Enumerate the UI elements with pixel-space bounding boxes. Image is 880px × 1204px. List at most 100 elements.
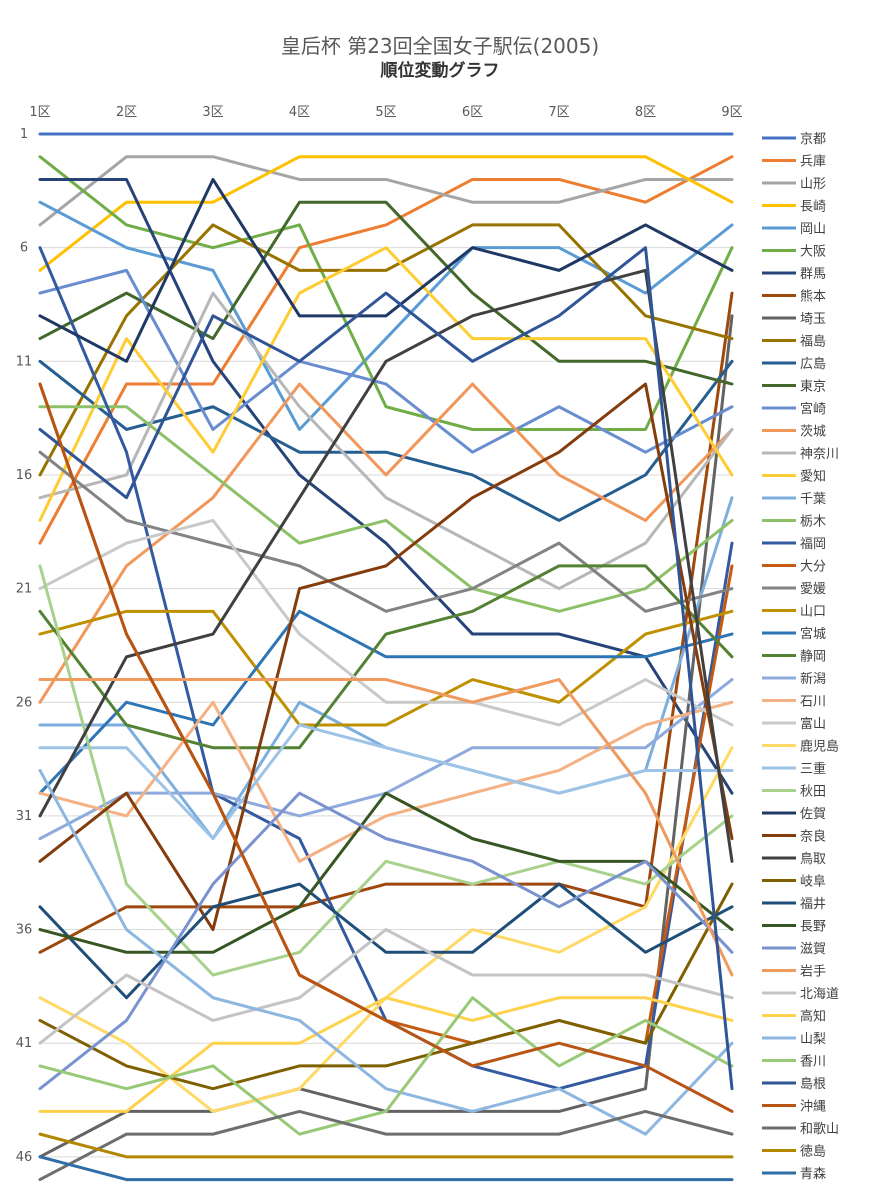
legend-label-18: 福岡 xyxy=(800,537,826,552)
chart-subtitle: 順位変動グラフ xyxy=(380,61,500,81)
legend-label-5: 大阪 xyxy=(800,245,826,260)
series-line-32 xyxy=(38,268,734,863)
legend-label-26: 富山 xyxy=(800,716,826,732)
series-line-37 xyxy=(38,678,734,977)
series-line-43 xyxy=(38,382,734,1113)
x-tick-label-5: 6区 xyxy=(462,105,483,120)
legend-label-15: 愛知 xyxy=(800,469,826,485)
y-tick-label-1: 6 xyxy=(20,241,28,256)
series-line-30 xyxy=(38,177,734,363)
y-tick-label-9: 46 xyxy=(16,1150,33,1165)
y-tick-label-2: 11 xyxy=(16,354,33,369)
y-tick-label-0: 1 xyxy=(20,127,28,142)
legend-label-0: 京都 xyxy=(800,132,826,147)
legend-label-22: 宮城 xyxy=(800,626,826,642)
legend-label-19: 大分 xyxy=(800,560,826,575)
legend-label-34: 福井 xyxy=(800,897,826,912)
legend-label-45: 徳島 xyxy=(800,1145,826,1160)
x-tick-label-4: 5区 xyxy=(375,105,396,120)
series-line-7 xyxy=(38,291,734,954)
legend-label-43: 沖縄 xyxy=(800,1100,826,1115)
legend-label-4: 岡山 xyxy=(800,222,826,237)
y-tick-label-3: 16 xyxy=(16,468,33,483)
legend-label-35: 長野 xyxy=(800,920,826,935)
legend-label-24: 新潟 xyxy=(800,671,826,687)
series-line-6 xyxy=(38,177,734,795)
legend-label-11: 東京 xyxy=(800,379,826,395)
legend-label-7: 熊本 xyxy=(800,289,826,305)
series-line-42 xyxy=(38,246,734,1091)
series-line-9 xyxy=(38,223,734,477)
series-line-11 xyxy=(38,200,734,386)
legend-label-33: 岐阜 xyxy=(800,874,826,890)
legend-label-44: 和歌山 xyxy=(800,1122,839,1137)
legend-label-6: 群馬 xyxy=(800,267,826,282)
legend-label-1: 兵庫 xyxy=(800,155,826,170)
legend-label-28: 三重 xyxy=(800,761,826,777)
series-line-12 xyxy=(38,268,734,454)
legend-label-29: 秋田 xyxy=(800,785,826,800)
legend-label-9: 福島 xyxy=(800,335,826,350)
legend-label-10: 広島 xyxy=(800,357,826,372)
y-tick-label-6: 31 xyxy=(16,809,33,824)
y-tick-label-4: 21 xyxy=(16,582,33,597)
series-line-10 xyxy=(38,359,734,522)
x-tick-label-8: 9区 xyxy=(721,105,742,120)
legend-label-12: 宮崎 xyxy=(800,401,826,417)
x-tick-label-1: 2区 xyxy=(116,105,137,120)
legend-label-32: 鳥取 xyxy=(800,852,826,867)
series-line-5 xyxy=(38,155,734,431)
legend-label-37: 岩手 xyxy=(800,965,826,980)
series-line-2 xyxy=(38,155,734,227)
series-line-20 xyxy=(38,450,734,613)
chart-title: 皇后杯 第23回全国女子駅伝(2005) xyxy=(280,34,600,58)
legend-label-39: 高知 xyxy=(800,1009,826,1025)
series-line-38 xyxy=(38,928,734,1045)
series-line-44 xyxy=(38,1109,734,1182)
series-line-46 xyxy=(38,1155,734,1182)
series-line-1 xyxy=(38,155,734,545)
series-line-17 xyxy=(38,405,734,613)
legend-label-17: 栃木 xyxy=(800,515,826,530)
legend-label-2: 山形 xyxy=(800,177,826,192)
series-line-45 xyxy=(38,1132,734,1159)
x-tick-label-7: 8区 xyxy=(635,105,656,120)
series-line-36 xyxy=(38,791,734,1091)
series-line-26 xyxy=(38,518,734,727)
legend-label-13: 茨城 xyxy=(800,425,826,440)
series-line-23 xyxy=(38,564,734,750)
legend-label-20: 愛媛 xyxy=(800,582,826,597)
legend-label-27: 鹿児島 xyxy=(800,739,839,755)
series-line-3 xyxy=(38,155,734,272)
series-line-41 xyxy=(38,996,734,1136)
legend-label-21: 山口 xyxy=(800,605,826,620)
series-line-15 xyxy=(38,246,734,522)
series-line-22 xyxy=(38,609,734,795)
y-tick-label-8: 41 xyxy=(16,1036,33,1051)
legend-label-38: 北海道 xyxy=(800,987,839,1002)
series-line-39 xyxy=(38,996,734,1113)
y-tick-label-7: 36 xyxy=(16,923,33,938)
series-line-34 xyxy=(38,882,734,1000)
legend-label-36: 滋賀 xyxy=(800,942,826,957)
legend-label-30: 佐賀 xyxy=(800,807,826,822)
legend-label-46: 青森 xyxy=(800,1167,826,1182)
x-tick-label-6: 7区 xyxy=(548,105,569,120)
legend-label-8: 埼玉 xyxy=(800,312,826,327)
x-tick-label-0: 1区 xyxy=(29,105,50,120)
legend-label-41: 香川 xyxy=(800,1055,826,1070)
x-tick-label-3: 4区 xyxy=(289,105,310,120)
legend-label-23: 静岡 xyxy=(800,650,826,665)
legend-label-3: 長崎 xyxy=(800,200,826,215)
legend-label-14: 神奈川 xyxy=(800,447,839,462)
y-tick-label-5: 26 xyxy=(16,695,33,710)
series-line-28 xyxy=(38,723,734,841)
legend-label-40: 山梨 xyxy=(800,1032,826,1047)
x-tick-label-2: 3区 xyxy=(202,105,223,120)
legend-label-25: 石川 xyxy=(800,695,826,710)
legend-label-42: 島根 xyxy=(800,1077,826,1092)
series-line-13 xyxy=(38,382,734,704)
series-line-31 xyxy=(38,382,734,932)
